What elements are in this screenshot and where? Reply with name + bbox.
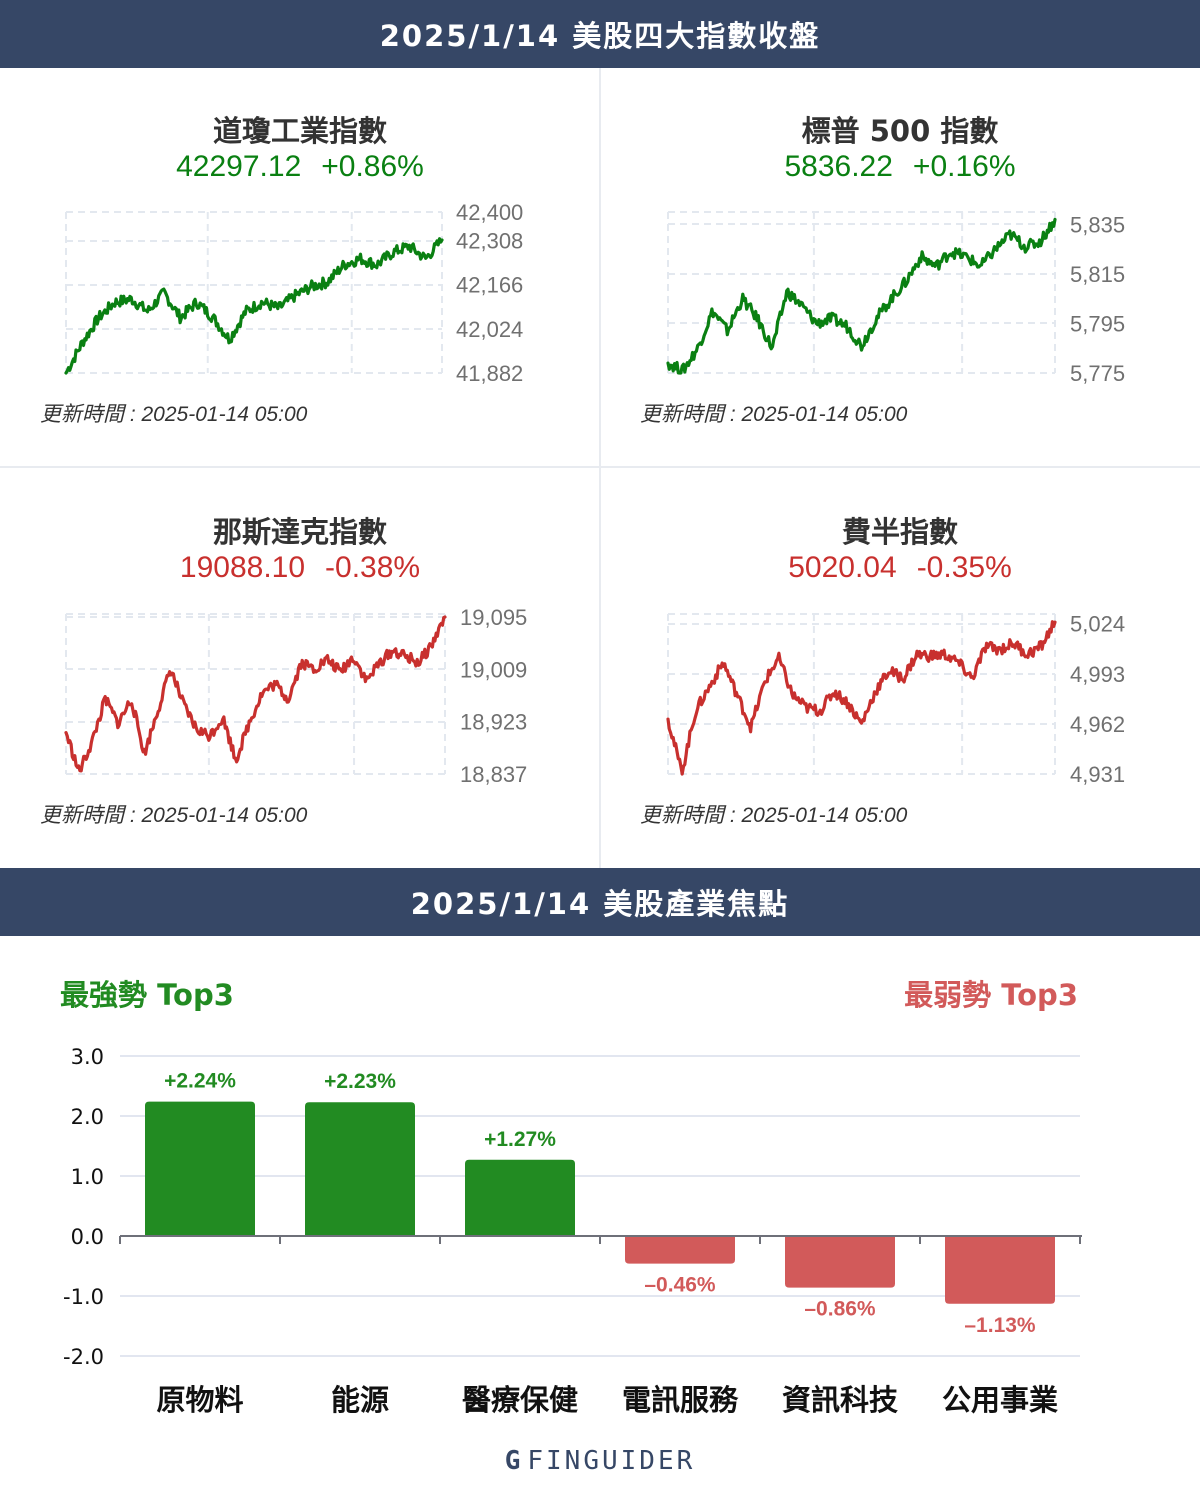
index-name: 標普 500 指數: [801, 114, 999, 148]
index-price-line: [64, 237, 444, 375]
index-card-nasdaq: 19,095 19,009 18,923 18,837 那斯達克指數 19088.10…: [0, 401, 600, 827]
updated-time: 更新時間 : 2025-01-14 05:00: [640, 403, 908, 426]
sectors-banner: 2025/1/14 美股產業焦點: [0, 868, 1200, 936]
category-label: 原物料: [156, 1383, 243, 1417]
y-axis-tick: 3.0: [71, 1045, 104, 1069]
strongest-top3-title: 最強勢 Top3: [60, 978, 234, 1012]
sector-bar: [785, 1236, 895, 1288]
updated-time: 更新時間 : 2025-01-14 05:00: [40, 403, 308, 426]
vertical-divider: [599, 68, 601, 868]
index-value: 19088.10: [179, 551, 306, 584]
index-card-dow: 42,400 42,308 42,166 42,024 41,882 道瓊工業指數 42…: [0, 0, 600, 426]
index-name: 那斯達克指數: [212, 515, 387, 549]
sector-bar: [625, 1236, 735, 1264]
y-axis-tick: 5,795: [1070, 311, 1125, 336]
category-label: 公用事業: [942, 1383, 1058, 1417]
y-axis-tick: 5,835: [1070, 212, 1125, 237]
y-axis-tick: 42,400: [456, 200, 523, 225]
y-axis-tick: 18,923: [460, 710, 527, 735]
bar-value-label: +2.23%: [324, 1070, 396, 1093]
y-axis-tick: 4,993: [1070, 662, 1125, 687]
sector-bar: [945, 1236, 1055, 1304]
category-label: 資訊科技: [782, 1383, 898, 1417]
finguider-logo: G FINGUIDER: [0, 1446, 1200, 1476]
index-value: 42297.12: [176, 150, 302, 183]
y-axis-tick: -1.0: [63, 1285, 104, 1309]
y-axis-tick: 41,882: [456, 361, 523, 386]
sector-bar: [145, 1101, 255, 1236]
y-axis-tick: 19,095: [460, 605, 527, 630]
index-name: 費半指數: [841, 515, 958, 549]
index-quote: 5020.04 -0.35%: [600, 551, 1200, 585]
index-line-chart: 19,095 19,009 18,923 18,837: [64, 605, 527, 787]
y-axis-tick: 42,308: [456, 229, 523, 254]
index-line-chart: 5,835 5,815 5,795 5,775: [666, 211, 1125, 386]
y-axis-tick: 5,775: [1070, 361, 1125, 386]
y-axis-tick: 4,931: [1070, 762, 1125, 787]
y-axis-tick: 1.0: [71, 1165, 104, 1189]
y-axis-tick: 19,009: [460, 657, 527, 682]
index-line-chart: 5,024 4,993 4,962 4,931: [666, 612, 1125, 787]
indices-banner-title: 2025/1/14 美股四大指數收盤: [379, 19, 821, 53]
y-axis-tick: 5,815: [1070, 262, 1125, 287]
index-quote: 42297.12 +0.86%: [0, 150, 600, 184]
category-label: 醫療保健: [462, 1383, 578, 1417]
indices-banner: 2025/1/14 美股四大指數收盤: [0, 0, 1200, 68]
y-axis-tick: -2.0: [63, 1345, 104, 1369]
index-quote: 19088.10 -0.38%: [0, 551, 600, 585]
index-change: +0.16%: [912, 150, 1016, 183]
sectors-banner-title: 2025/1/14 美股產業焦點: [410, 887, 790, 921]
sector-bar: [465, 1159, 575, 1236]
index-line-chart: 42,400 42,308 42,166 42,024 41,882: [64, 200, 523, 386]
category-label: 電訊服務: [622, 1383, 739, 1417]
y-axis-tick: 2.0: [71, 1105, 104, 1129]
index-change: -0.35%: [916, 551, 1012, 584]
index-name: 道瓊工業指數: [212, 114, 387, 148]
y-axis-tick: 42,024: [456, 317, 523, 342]
y-axis-tick: 18,837: [460, 762, 527, 787]
horizontal-divider: [0, 466, 1200, 468]
weakest-top3-title: 最弱勢 Top3: [904, 978, 1078, 1012]
index-value: 5020.04: [788, 551, 897, 584]
updated-time: 更新時間 : 2025-01-14 05:00: [40, 804, 308, 827]
index-quote: 5836.22 +0.16%: [600, 150, 1200, 184]
logo-text: FINGUIDER: [527, 1446, 696, 1476]
index-change: -0.38%: [325, 551, 421, 584]
index-value: 5836.22: [784, 150, 893, 183]
bar-value-label: –0.46%: [644, 1274, 716, 1297]
category-label: 能源: [331, 1383, 389, 1417]
y-axis-tick: 0.0: [71, 1225, 104, 1249]
y-axis-tick: 42,166: [456, 273, 523, 298]
y-axis-tick: 5,024: [1070, 612, 1125, 637]
index-price-line: [64, 615, 447, 773]
bar-value-label: –1.13%: [964, 1314, 1036, 1337]
bar-value-label: +2.24%: [164, 1070, 236, 1093]
y-axis-tick: 4,962: [1070, 712, 1125, 737]
sector-bar: [305, 1102, 415, 1236]
index-change: +0.86%: [321, 150, 424, 183]
index-card-sox: 5,024 4,993 4,962 4,931 費半指數 5020.04 -0.35% …: [600, 401, 1200, 827]
index-price-line: [666, 217, 1057, 375]
updated-time: 更新時間 : 2025-01-14 05:00: [640, 804, 908, 827]
bar-value-label: +1.27%: [484, 1128, 556, 1151]
bar-value-label: –0.86%: [804, 1298, 876, 1321]
index-price-line: [666, 620, 1057, 776]
finguider-mark-icon: G: [504, 1446, 524, 1476]
sector-bar-chart: 3.0 2.0 1.0 0.0 -1.0 -2.0 +2.24% 原物料 +2.23% 能源 +1.…: [63, 1045, 1082, 1417]
index-card-sp500: 5,835 5,815 5,795 5,775 標普 500 指數 5836.22 +0…: [600, 0, 1200, 426]
